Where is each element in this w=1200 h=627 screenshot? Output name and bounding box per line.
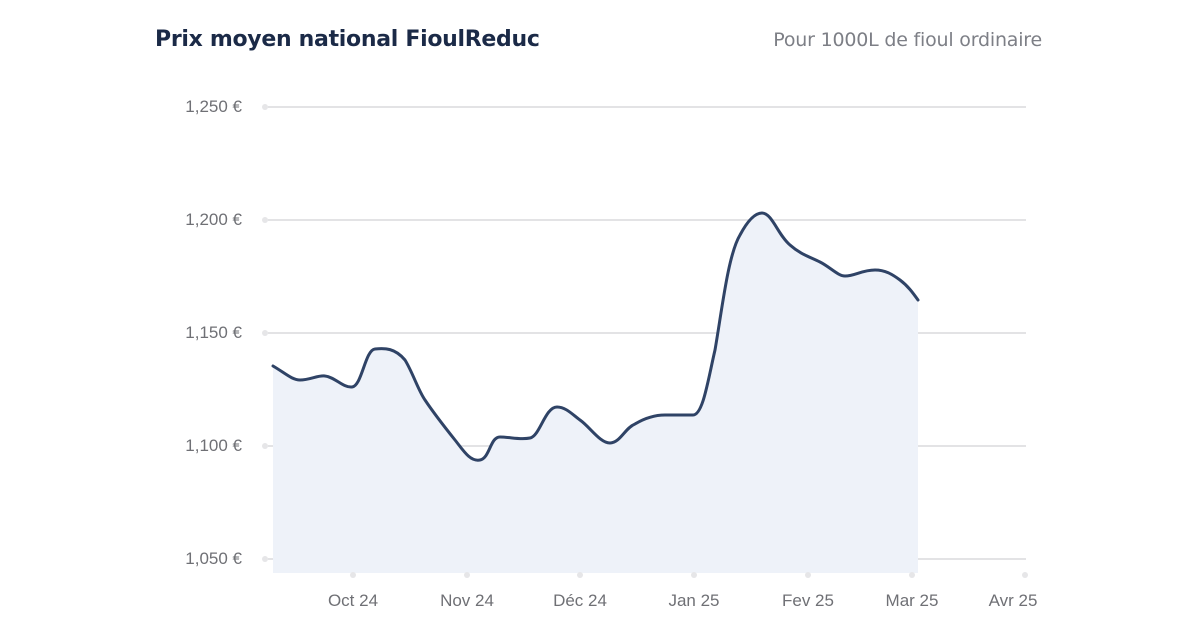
price-area-fill — [273, 213, 918, 573]
y-tick-label: 1,100 € — [185, 436, 242, 455]
y-tick-label: 1,150 € — [185, 323, 242, 342]
x-tick-label: Nov 24 — [440, 591, 494, 610]
y-tick-label: 1,050 € — [185, 549, 242, 568]
price-line — [271, 211, 920, 462]
x-tick-label: Jan 25 — [668, 591, 720, 610]
x-tick-label: Avr 25 — [988, 591, 1038, 610]
x-tick-label: Fev 25 — [782, 591, 834, 610]
x-tick-marks — [350, 572, 1028, 578]
y-tick-label: 1,250 € — [185, 97, 242, 116]
y-tick-label: 1,200 € — [185, 210, 242, 229]
chart-title: Prix moyen national FioulReduc — [155, 27, 540, 52]
x-tick-label: Oct 24 — [327, 591, 379, 610]
x-tick-label: Déc 24 — [553, 591, 607, 610]
y-tick-marks — [262, 104, 268, 562]
chart-subtitle: Pour 1000L de fioul ordinaire — [773, 29, 1042, 51]
x-tick-label: Mar 25 — [885, 591, 939, 610]
